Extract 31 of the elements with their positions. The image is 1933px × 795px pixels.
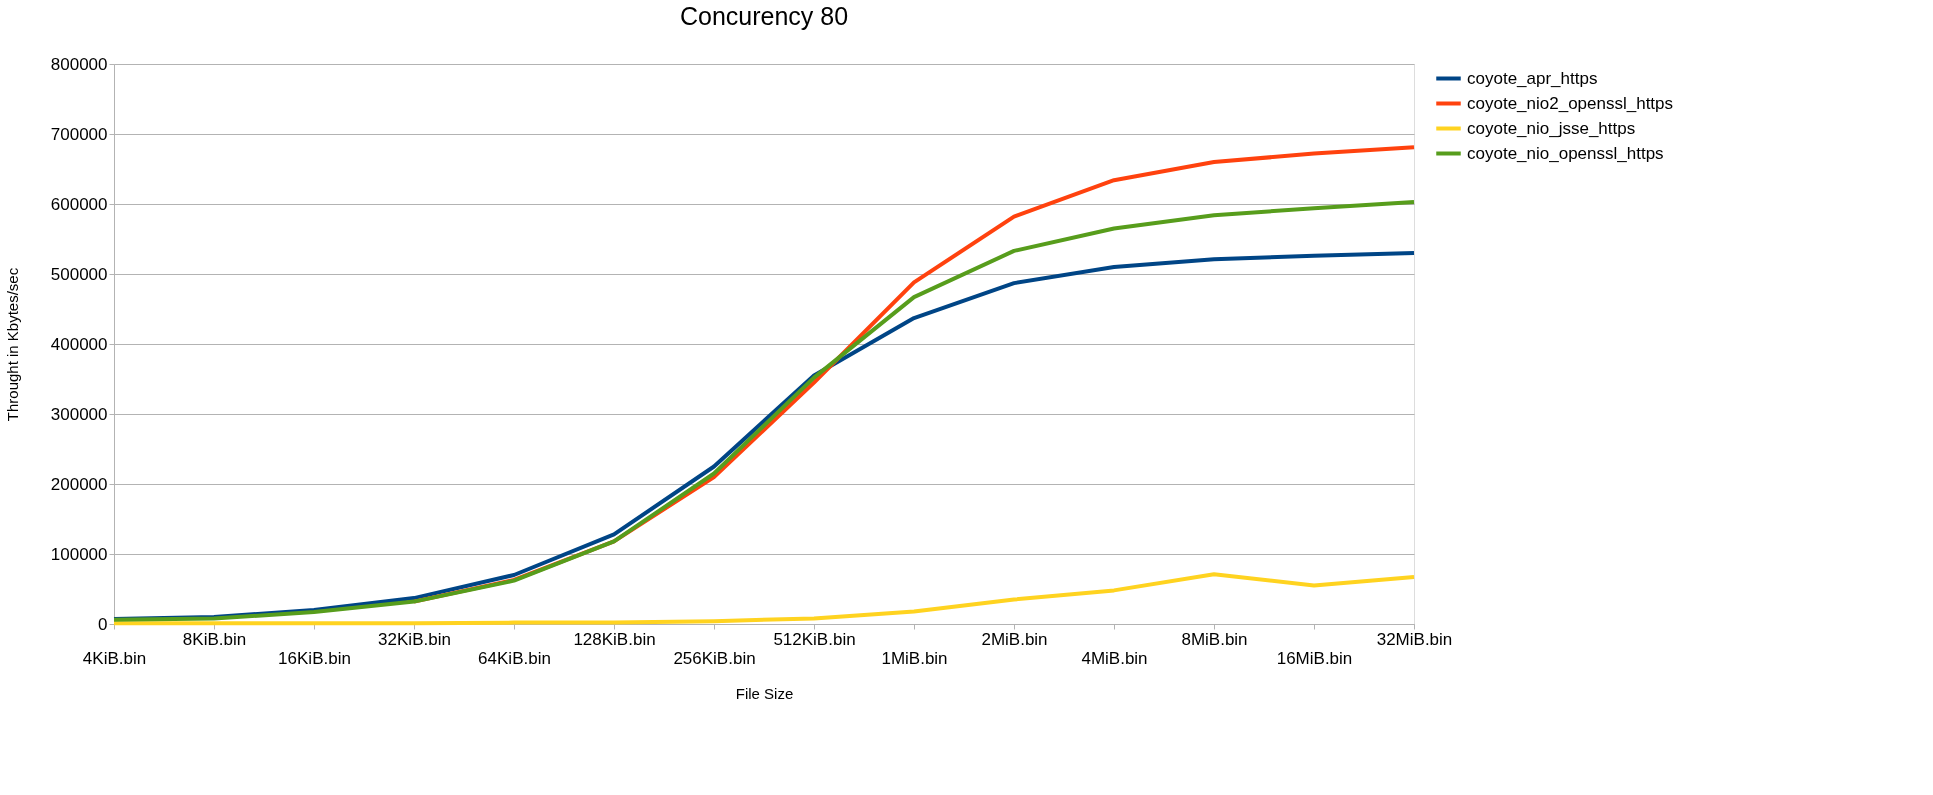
chart-title: Concurency 80 [679,2,849,30]
x-tick-label: 512KiB.bin [773,629,856,649]
legend-label: coyote_nio_jsse_https [1467,118,1636,138]
legend-label: coyote_nio_openssl_https [1467,143,1664,163]
y-tick-label: 100000 [50,544,108,564]
x-tick-label: 4KiB.bin [82,648,147,668]
y-tick-label: 600000 [50,194,108,214]
y-tick-label: 200000 [50,474,108,494]
x-tick-label: 1MiB.bin [881,648,948,668]
y-tick-label: 700000 [50,124,108,144]
x-tick-label: 4MiB.bin [1081,648,1148,668]
x-tick-label: 8MiB.bin [1181,629,1248,649]
y-axis-title: Throught in Kbytes/sec [3,267,21,422]
line-series [112,572,1416,626]
y-tick-label: 400000 [50,334,108,354]
y-tick-label: 0 [98,614,108,634]
x-axis-title: File Size [735,684,794,702]
x-tick-label: 16MiB.bin [1276,648,1353,668]
x-tick-label: 64KiB.bin [478,648,551,668]
x-tick-label: 16KiB.bin [278,648,351,668]
x-tick-label: 32MiB.bin [1376,629,1453,649]
y-tick-label: 800000 [50,54,108,74]
x-tick-label: 2MiB.bin [981,629,1048,649]
y-tick-label: 500000 [50,264,108,284]
y-tick-label: 300000 [50,404,108,424]
x-tick-label: 256KiB.bin [673,648,756,668]
legend-label: coyote_nio2_openssl_https [1467,93,1674,113]
x-tick-label: 32KiB.bin [378,629,451,649]
legend-label: coyote_apr_https [1467,68,1598,88]
x-tick-label: 128KiB.bin [573,629,656,649]
x-tick-label: 8KiB.bin [182,629,247,649]
